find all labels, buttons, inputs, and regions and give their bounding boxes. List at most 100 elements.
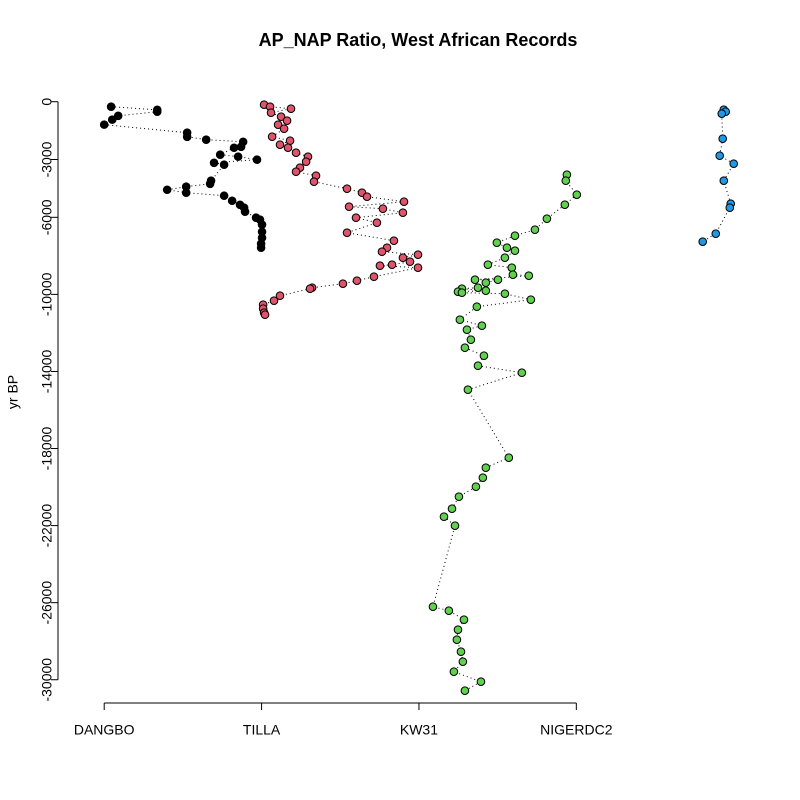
- data-point: [719, 176, 729, 186]
- data-point: [107, 115, 117, 124]
- data-point: [405, 257, 415, 267]
- y-tick-label: -26000: [39, 581, 55, 625]
- data-point: [181, 188, 191, 197]
- data-point: [481, 286, 491, 296]
- data-point: [477, 321, 487, 331]
- data-point: [351, 213, 361, 222]
- data-point: [227, 196, 237, 206]
- data-point: [275, 291, 285, 300]
- data-point: [113, 111, 123, 121]
- data-point: [483, 260, 493, 270]
- data-point: [462, 325, 472, 334]
- data-point: [378, 204, 388, 213]
- data-point: [504, 453, 514, 462]
- data-point: [449, 667, 459, 676]
- data-point: [309, 177, 319, 187]
- data-point: [455, 315, 465, 324]
- data-point: [279, 124, 289, 134]
- data-point: [338, 279, 348, 289]
- data-point: [542, 214, 552, 224]
- data-point: [715, 151, 724, 161]
- data-point: [460, 686, 470, 695]
- data-point: [460, 343, 470, 352]
- y-tick-label: 0: [39, 98, 55, 106]
- y-axis-label: yr BP: [5, 375, 21, 409]
- data-point: [428, 602, 438, 612]
- data-point: [718, 134, 727, 144]
- data-point: [502, 243, 512, 253]
- data-point: [362, 192, 372, 202]
- data-point: [252, 155, 262, 165]
- data-point: [162, 185, 172, 195]
- data-point: [450, 521, 460, 531]
- data-point: [291, 167, 301, 177]
- data-point: [209, 158, 219, 168]
- data-point: [481, 278, 491, 288]
- data-point: [389, 236, 399, 246]
- data-point: [524, 271, 534, 281]
- data-point: [572, 190, 582, 200]
- data-point: [500, 289, 510, 299]
- y-tick-label: -18000: [39, 427, 55, 471]
- data-point: [717, 109, 727, 119]
- x-tick-label: TILLA: [243, 722, 281, 738]
- data-point: [517, 368, 527, 378]
- data-point: [342, 184, 352, 193]
- data-point: [286, 104, 296, 114]
- data-point: [236, 142, 246, 152]
- data-point: [447, 504, 457, 513]
- data-point: [725, 203, 735, 212]
- data-point: [472, 302, 482, 312]
- data-point: [500, 253, 510, 262]
- data-point: [285, 136, 295, 146]
- x-tick-label: KW31: [400, 722, 438, 738]
- y-tick-label: -3000: [39, 141, 55, 177]
- data-point: [219, 160, 229, 170]
- data-point: [215, 150, 225, 159]
- data-point: [240, 207, 250, 217]
- y-tick-label: -14000: [39, 349, 55, 393]
- data-point: [561, 176, 571, 186]
- data-point: [182, 132, 192, 142]
- data-point: [413, 250, 423, 260]
- data-point: [291, 148, 301, 158]
- data-point: [493, 275, 503, 285]
- data-point: [458, 657, 468, 666]
- data-point: [510, 231, 520, 241]
- data-point: [276, 112, 286, 121]
- data-point: [233, 152, 243, 161]
- data-point: [454, 492, 464, 502]
- data-point: [463, 385, 473, 394]
- data-point: [526, 295, 536, 305]
- data-point: [413, 263, 423, 272]
- data-point: [377, 247, 387, 257]
- data-point: [473, 361, 483, 371]
- data-point: [305, 284, 315, 293]
- x-tick-label: NIGERDC2: [540, 722, 613, 738]
- data-point: [439, 512, 449, 522]
- y-tick-label: -6000: [39, 199, 55, 235]
- y-tick-label: -30000: [39, 658, 55, 702]
- data-point: [444, 606, 454, 615]
- data-point: [470, 275, 480, 285]
- data-point: [471, 482, 481, 492]
- data-point: [476, 677, 486, 686]
- data-point: [510, 246, 520, 256]
- data-point: [152, 107, 162, 117]
- data-point: [275, 140, 285, 150]
- data-point: [99, 120, 109, 129]
- data-point: [453, 625, 463, 634]
- data-point: [530, 225, 540, 235]
- data-point: [344, 202, 354, 211]
- data-point: [459, 615, 469, 624]
- y-tick-label: -22000: [39, 504, 55, 548]
- data-point: [492, 238, 502, 248]
- data-point: [507, 263, 517, 272]
- data-point: [508, 270, 518, 280]
- data-point: [282, 116, 292, 126]
- data-point: [466, 335, 476, 344]
- data-point: [106, 102, 116, 112]
- data-point: [698, 237, 708, 247]
- data-point: [273, 120, 283, 130]
